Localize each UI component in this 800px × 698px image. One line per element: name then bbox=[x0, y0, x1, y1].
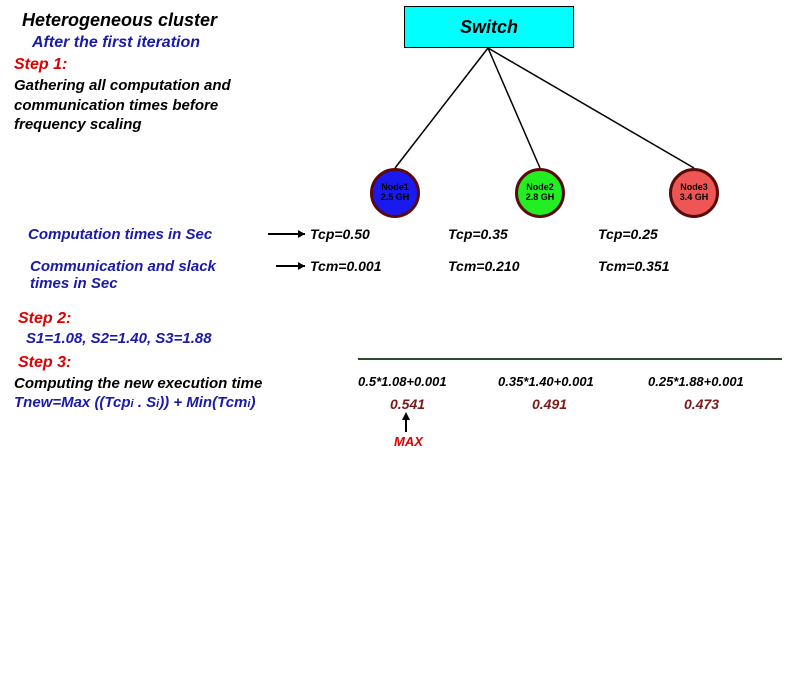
node1-tcp: Tcp=0.50 bbox=[310, 226, 370, 242]
calc1-expr: 0.5*1.08+0.001 bbox=[358, 374, 447, 389]
node3-tcp: Tcp=0.25 bbox=[598, 226, 658, 242]
calc1-result: 0.541 bbox=[390, 396, 425, 412]
step1-text: Gathering all computation and communicat… bbox=[14, 76, 334, 135]
node3-freq: 3.4 GH bbox=[680, 193, 709, 203]
node2-tcp: Tcp=0.35 bbox=[448, 226, 508, 242]
step3-text: Computing the new execution time bbox=[14, 374, 262, 394]
step1-label: Step 1: bbox=[14, 56, 67, 74]
node3: Node3 3.4 GH bbox=[669, 168, 719, 218]
node3-tcm: Tcm=0.351 bbox=[598, 258, 669, 274]
node1-tcm: Tcm=0.001 bbox=[310, 258, 381, 274]
node2-tcm: Tcm=0.210 bbox=[448, 258, 519, 274]
computation-label: Computation times in Sec bbox=[28, 226, 212, 243]
max-label: MAX bbox=[394, 434, 423, 449]
node2-freq: 2.8 GH bbox=[526, 193, 555, 203]
node2: Node2 2.8 GH bbox=[515, 168, 565, 218]
calc3-expr: 0.25*1.88+0.001 bbox=[648, 374, 744, 389]
step3-formula: Tnew=Max ((Tcpi . Si)) + Min(Tcmi) bbox=[14, 394, 255, 411]
step2-text: S1=1.08, S2=1.40, S3=1.88 bbox=[26, 330, 212, 347]
subtitle: After the first iteration bbox=[32, 34, 200, 52]
step3-label: Step 3: bbox=[18, 354, 71, 372]
main-title: Heterogeneous cluster bbox=[22, 10, 217, 31]
calc3-result: 0.473 bbox=[684, 396, 719, 412]
node1-freq: 2.5 GH bbox=[381, 193, 410, 203]
switch-box: Switch bbox=[404, 6, 574, 48]
step2-label: Step 2: bbox=[18, 310, 71, 328]
communication-label: Communication and slack times in Sec bbox=[30, 258, 280, 292]
calc2-expr: 0.35*1.40+0.001 bbox=[498, 374, 594, 389]
calc2-result: 0.491 bbox=[532, 396, 567, 412]
node1: Node1 2.5 GH bbox=[370, 168, 420, 218]
divider-line bbox=[358, 358, 782, 360]
